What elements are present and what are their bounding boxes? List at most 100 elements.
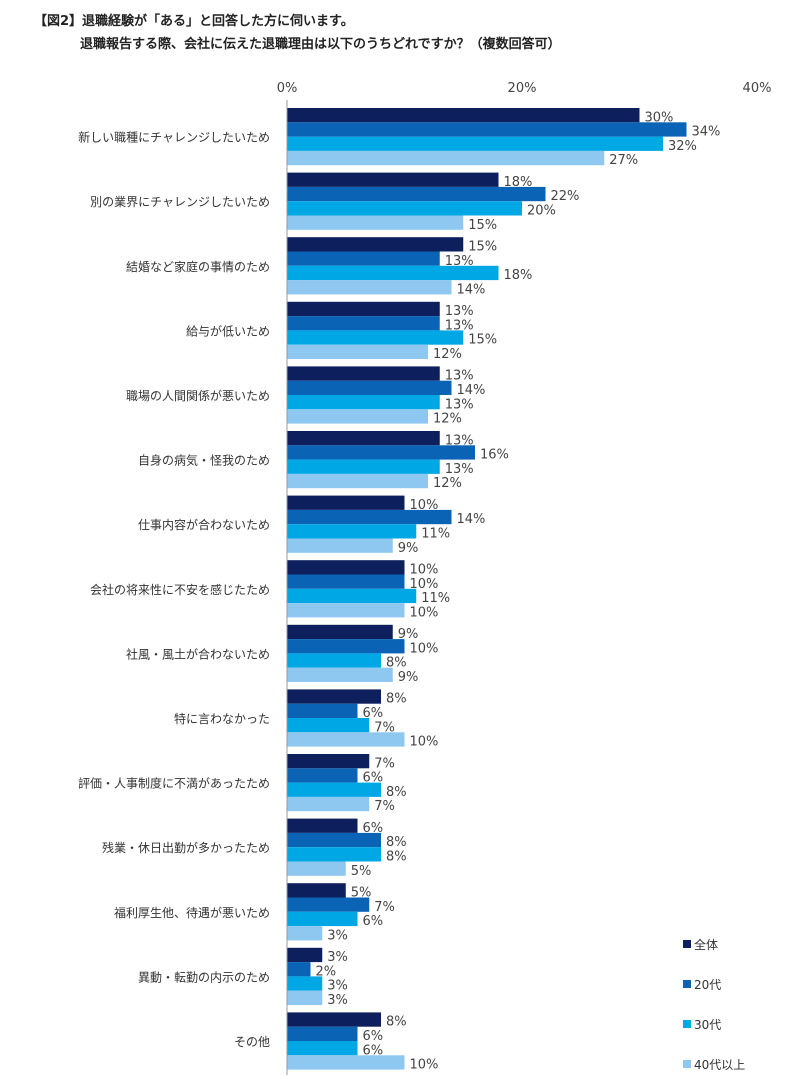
legend-swatch [683, 1020, 691, 1028]
legend-label: 40代以上 [694, 1058, 745, 1072]
data-label: 6% [363, 1029, 384, 1044]
data-label: 10% [410, 605, 439, 620]
bar-40代以上 [287, 409, 428, 424]
bar-30代 [287, 330, 464, 345]
legend-label: 全体 [694, 937, 718, 952]
data-label: 18% [504, 175, 533, 190]
bar-全体 [287, 624, 393, 640]
legend-swatch [683, 1060, 691, 1068]
data-label: 15% [468, 240, 497, 255]
bar-40代以上 [287, 732, 405, 747]
category-label: 残業・休日出勤が多かったため [102, 840, 270, 855]
bar-20代 [287, 1026, 358, 1041]
bar-全体 [287, 754, 370, 769]
x-tick-label: 20% [508, 81, 537, 96]
data-label: 8% [386, 656, 407, 671]
data-label: 13% [445, 304, 474, 319]
bar-全体 [287, 301, 440, 317]
bar-30代 [287, 265, 499, 281]
bar-40代以上 [287, 990, 323, 1005]
category-label: 職場の人間関係が悪いため [126, 388, 270, 403]
bar-全体 [287, 883, 346, 898]
bar-40代以上 [287, 667, 393, 682]
bar-20代 [287, 316, 440, 331]
category-label: 特に言わなかった [174, 711, 270, 726]
data-label: 6% [363, 914, 384, 929]
data-label: 14% [457, 512, 486, 527]
bar-20代 [287, 962, 311, 977]
data-label: 8% [386, 785, 407, 800]
data-label: 7% [374, 900, 395, 915]
data-label: 13% [445, 433, 474, 448]
data-label: 10% [410, 577, 439, 592]
bar-全体 [287, 818, 358, 833]
data-label: 6% [363, 771, 384, 786]
data-label: 6% [363, 821, 384, 836]
category-label: 仕事内容が合わないため [138, 517, 270, 532]
category-label: 給与が低いため [186, 323, 270, 338]
bar-全体 [287, 237, 464, 252]
data-label: 14% [457, 383, 486, 398]
bar-40代以上 [287, 344, 428, 359]
data-label: 30% [645, 110, 674, 125]
data-label: 9% [398, 627, 419, 642]
bar-20代 [287, 186, 546, 202]
data-label: 10% [410, 563, 439, 578]
data-label: 13% [445, 254, 474, 269]
data-label: 34% [692, 125, 721, 140]
bar-20代 [287, 251, 440, 266]
data-label: 3% [327, 928, 348, 943]
data-label: 12% [433, 347, 462, 362]
data-label: 11% [421, 527, 450, 542]
data-label: 32% [668, 139, 697, 154]
category-label: 結婚など家庭の事情のため [126, 259, 270, 274]
category-label: その他 [234, 1035, 270, 1049]
category-label: 社風・風土が合わないため [126, 646, 270, 661]
bar-30代 [287, 588, 417, 604]
bar-30代 [287, 136, 663, 151]
bar-20代 [287, 380, 452, 395]
bar-全体 [287, 689, 381, 704]
legend-label: 30代 [694, 1018, 721, 1032]
data-label: 7% [374, 756, 395, 771]
bar-30代 [287, 718, 370, 733]
bar-20代 [287, 832, 381, 848]
bar-40代以上 [287, 280, 452, 295]
bar-全体 [287, 108, 640, 123]
data-label: 15% [468, 333, 497, 348]
bar-40代以上 [287, 926, 323, 941]
bar-30代 [287, 459, 440, 474]
x-tick-label: 0% [277, 81, 298, 96]
bar-全体 [287, 1012, 381, 1027]
bar-30代 [287, 395, 440, 410]
data-label: 14% [457, 282, 486, 297]
bar-30代 [287, 201, 522, 216]
data-label: 7% [374, 799, 395, 814]
bar-20代 [287, 703, 358, 718]
category-label: 評価・人事制度に不満があったため [78, 776, 270, 791]
bar-30代 [287, 524, 417, 539]
data-label: 27% [609, 153, 638, 168]
data-label: 9% [398, 541, 419, 556]
data-label: 5% [351, 886, 372, 901]
bar-全体 [287, 431, 440, 446]
category-label: 福利厚生他、待遇が悪いため [114, 905, 270, 920]
bar-30代 [287, 782, 381, 797]
category-label: 別の業界にチャレンジしたいため [90, 195, 270, 209]
legend-swatch [683, 980, 691, 988]
data-label: 12% [433, 476, 462, 491]
legend-label: 20代 [694, 978, 721, 992]
data-label: 11% [421, 591, 450, 606]
chart-title-line1: 【図2】退職経験が「ある」と回答した方に伺います。 [34, 14, 354, 29]
data-label: 8% [386, 850, 407, 865]
chart-title-line2: 退職報告する際、会社に伝えた退職理由は以下のうちどれですか？（複数回答可） [80, 37, 561, 52]
bar-全体 [287, 560, 405, 575]
data-label: 6% [363, 706, 384, 721]
data-label: 5% [351, 864, 372, 879]
data-label: 16% [480, 448, 509, 463]
data-label: 10% [410, 641, 439, 656]
bar-20代 [287, 122, 687, 137]
data-label: 13% [445, 318, 474, 333]
data-label: 13% [445, 462, 474, 477]
